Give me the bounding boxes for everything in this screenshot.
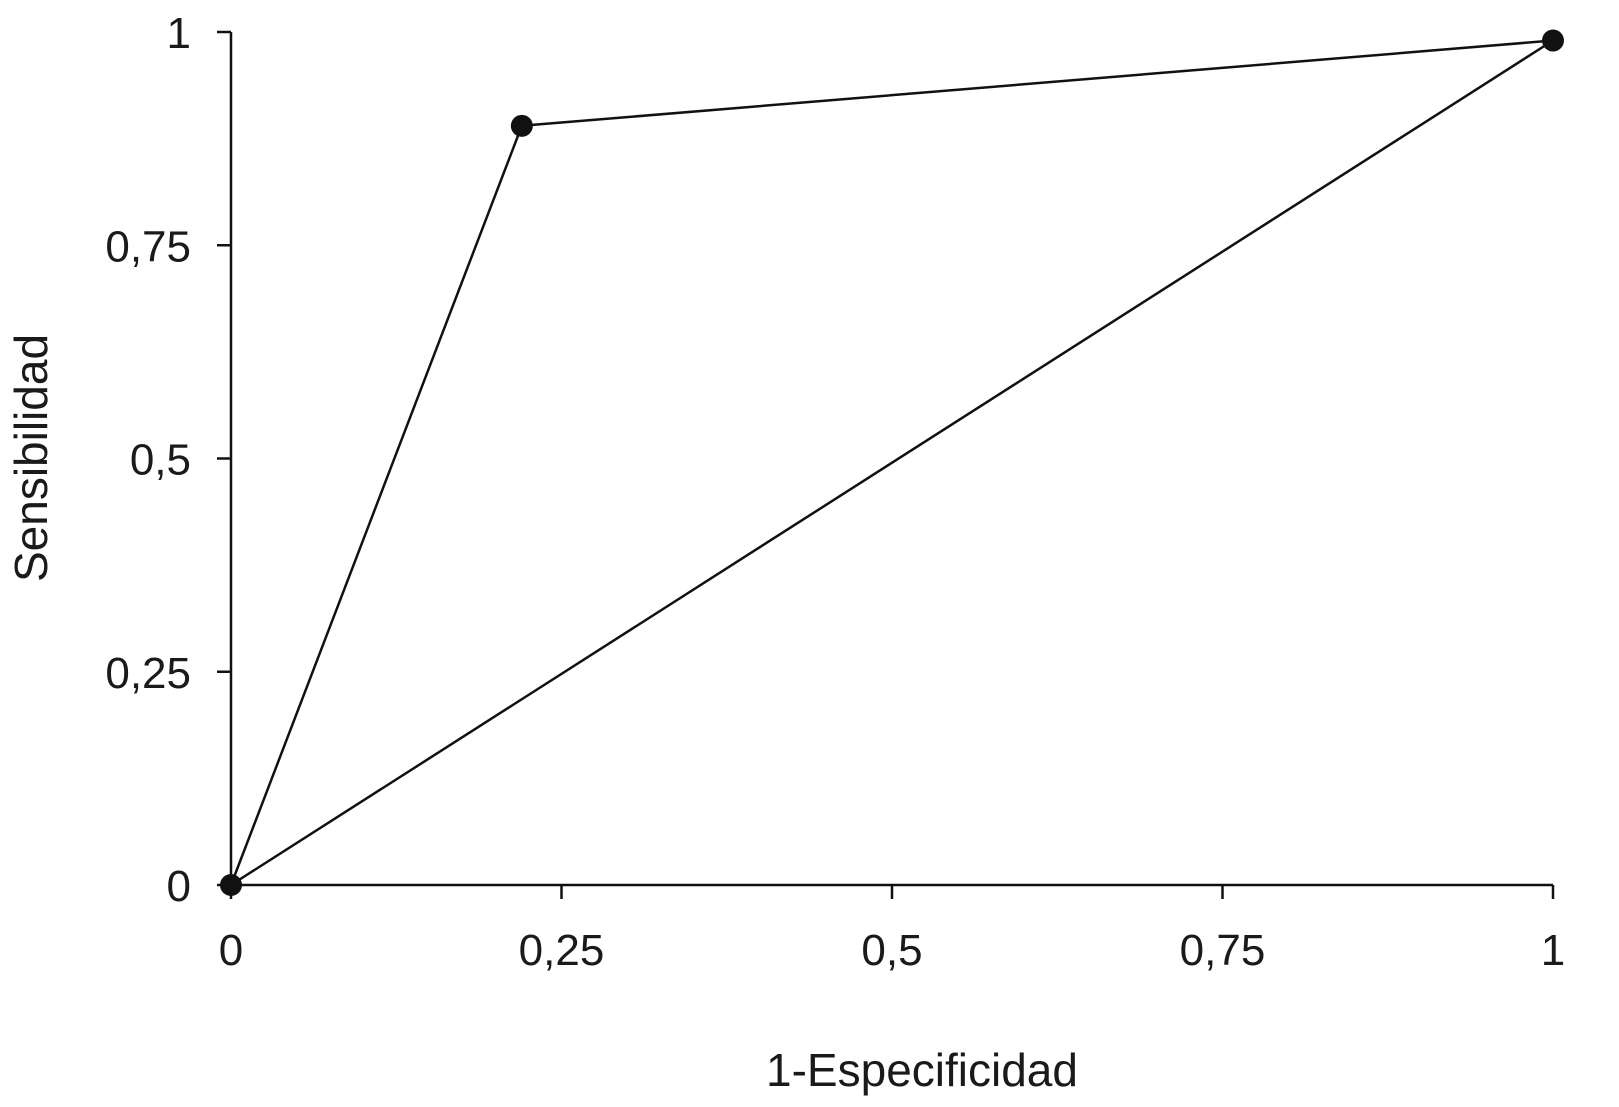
ticks: 0 0,25 0,5 0,75 1 0 0,25 0,5 0,75 1 bbox=[105, 9, 1565, 975]
y-tick-label: 0,75 bbox=[105, 222, 191, 271]
x-tick-label: 1 bbox=[1541, 926, 1565, 975]
y-tick-label: 0 bbox=[167, 862, 191, 911]
roc-point-marker bbox=[510, 114, 533, 137]
x-tick-label: 0,75 bbox=[1180, 926, 1266, 975]
y-tick-label: 1 bbox=[167, 9, 191, 58]
series bbox=[229, 39, 1554, 887]
x-tick-label: 0 bbox=[219, 926, 243, 975]
markers bbox=[220, 29, 1564, 896]
roc-point-marker bbox=[1542, 29, 1564, 52]
x-tick-label: 0,5 bbox=[861, 926, 922, 975]
reference-diagonal-line bbox=[230, 39, 1554, 887]
y-tick-label: 0,5 bbox=[130, 436, 191, 485]
y-axis-label: Sensibilidad bbox=[5, 334, 57, 582]
roc-point-marker bbox=[220, 874, 242, 896]
x-axis-label: 1-Especificidad bbox=[766, 1044, 1078, 1096]
x-tick-label: 0,25 bbox=[519, 926, 605, 975]
y-tick-label: 0,25 bbox=[105, 649, 191, 698]
